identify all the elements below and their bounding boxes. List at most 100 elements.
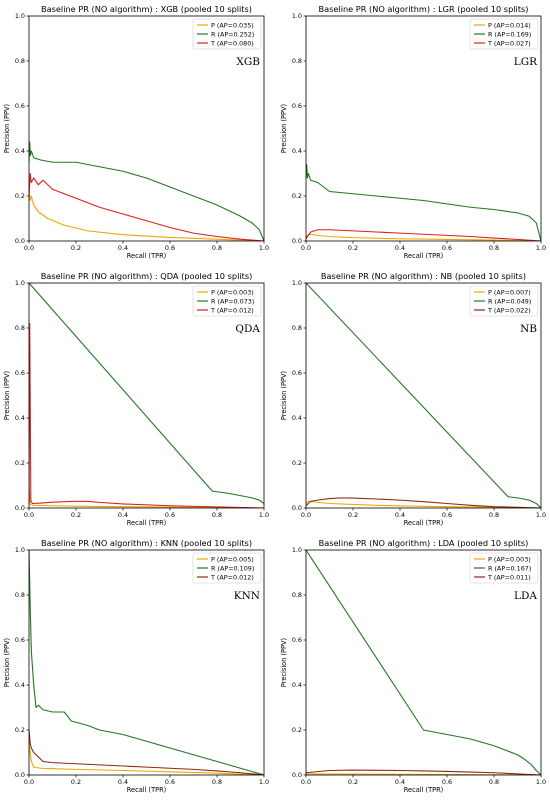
legend-entry: P (AP=0.005) — [211, 555, 254, 563]
y-tick-label: 0.8 — [15, 324, 25, 332]
series-line-r — [29, 283, 264, 504]
legend-entry: P (AP=0.007) — [488, 288, 531, 296]
legend-box — [469, 285, 539, 317]
chart-title: Baseline PR (NO algorithm) : LGR (pooled… — [318, 4, 528, 14]
y-tick-label: 0.4 — [15, 414, 25, 422]
chart-panel-xgb: Baseline PR (NO algorithm) : XGB (pooled… — [3, 4, 269, 260]
x-tick-label: 0.6 — [442, 244, 452, 252]
x-tick-label: 1.0 — [536, 244, 546, 252]
chart-title: Baseline PR (NO algorithm) : NB (pooled … — [321, 271, 526, 281]
y-tick-label: 1.0 — [15, 12, 25, 20]
legend-entry: R (AP=0.167) — [488, 564, 531, 572]
y-tick-label: 0.4 — [292, 147, 302, 155]
legend-entry: R (AP=0.252) — [211, 30, 254, 38]
series-line-r — [306, 283, 541, 508]
x-axis-label: Recall (TPR) — [127, 519, 167, 527]
x-axis-label: Recall (TPR) — [404, 786, 444, 794]
legend-entry: R (AP=0.049) — [488, 297, 531, 305]
series-line-t — [29, 322, 264, 508]
y-tick-label: 0.2 — [292, 192, 302, 200]
chart-panel-nb: Baseline PR (NO algorithm) : NB (pooled … — [280, 271, 546, 527]
legend-entry: T (AP=0.011) — [487, 573, 531, 581]
y-tick-label: 1.0 — [15, 546, 25, 554]
x-tick-label: 0.0 — [24, 778, 34, 786]
axes-frame — [305, 282, 542, 509]
legend-entry: T (AP=0.080) — [210, 39, 254, 47]
y-tick-label: 0.4 — [15, 147, 25, 155]
y-tick-label: 0.2 — [292, 726, 302, 734]
axes-frame — [305, 15, 542, 242]
panel-tag: LGR — [514, 56, 538, 68]
plot-area — [29, 283, 264, 508]
series-line-t — [29, 729, 264, 775]
chart-title: Baseline PR (NO algorithm) : LDA (pooled… — [319, 538, 529, 548]
x-axis-label: Recall (TPR) — [404, 519, 444, 527]
y-tick-label: 0.0 — [292, 237, 302, 245]
x-tick-label: 0.4 — [395, 244, 405, 252]
x-tick-label: 0.8 — [212, 778, 222, 786]
chart-title: Baseline PR (NO algorithm) : KNN (pooled… — [41, 538, 252, 548]
legend-entry: R (AP=0.073) — [211, 297, 254, 305]
x-tick-label: 0.2 — [348, 778, 358, 786]
plot-area — [306, 16, 541, 241]
x-tick-label: 0.4 — [395, 778, 405, 786]
legend: P (AP=0.005)R (AP=0.109)T (AP=0.012) — [192, 552, 262, 584]
legend: P (AP=0.007)R (AP=0.049)T (AP=0.022) — [469, 285, 539, 317]
legend-entry: T (AP=0.027) — [487, 39, 531, 47]
x-tick-label: 0.2 — [71, 244, 81, 252]
series-line-t — [306, 769, 541, 775]
x-tick-label: 0.6 — [165, 511, 175, 519]
y-tick-label: 0.0 — [292, 771, 302, 779]
series-line-p — [306, 233, 541, 241]
axes-frame — [28, 15, 265, 242]
legend-entry: R (AP=0.109) — [211, 564, 254, 572]
y-tick-label: 0.0 — [15, 771, 25, 779]
x-tick-label: 0.8 — [489, 778, 499, 786]
legend-box — [192, 285, 262, 317]
y-axis-label: Precision (PPV) — [3, 104, 11, 153]
legend-box — [469, 18, 539, 50]
x-tick-label: 0.4 — [118, 511, 128, 519]
x-tick-label: 0.0 — [301, 511, 311, 519]
x-axis-label: Recall (TPR) — [404, 252, 444, 260]
series-line-r — [29, 141, 264, 241]
panel-tag: KNN — [234, 590, 260, 602]
y-tick-label: 0.0 — [292, 504, 302, 512]
plot-area — [306, 550, 541, 775]
x-tick-label: 0.4 — [118, 778, 128, 786]
y-tick-label: 0.2 — [15, 192, 25, 200]
y-tick-label: 0.8 — [292, 324, 302, 332]
x-tick-label: 0.6 — [165, 244, 175, 252]
legend: P (AP=0.003)R (AP=0.167)T (AP=0.011) — [469, 552, 539, 584]
legend: P (AP=0.014)R (AP=0.169)T (AP=0.027) — [469, 18, 539, 50]
chart-panel-lda: Baseline PR (NO algorithm) : LDA (pooled… — [280, 538, 546, 794]
x-tick-label: 1.0 — [536, 511, 546, 519]
x-tick-label: 0.6 — [442, 511, 452, 519]
y-tick-label: 0.6 — [15, 636, 25, 644]
series-line-p — [29, 741, 264, 775]
x-tick-label: 0.6 — [442, 778, 452, 786]
x-axis-label: Recall (TPR) — [127, 252, 167, 260]
y-tick-label: 0.0 — [15, 237, 25, 245]
y-axis-label: Precision (PPV) — [280, 371, 288, 420]
x-tick-label: 0.0 — [24, 244, 34, 252]
series-line-r — [29, 550, 264, 775]
legend-entry: P (AP=0.003) — [488, 555, 531, 563]
y-axis-label: Precision (PPV) — [3, 638, 11, 687]
y-tick-label: 0.4 — [292, 681, 302, 689]
series-line-t — [306, 229, 541, 241]
y-tick-label: 0.0 — [15, 504, 25, 512]
y-tick-label: 0.6 — [292, 102, 302, 110]
series-line-r — [306, 550, 541, 775]
y-tick-label: 0.8 — [15, 57, 25, 65]
legend: P (AP=0.035)R (AP=0.252)T (AP=0.080) — [192, 18, 262, 50]
plot-area — [29, 550, 264, 775]
series-line-p — [29, 485, 264, 508]
y-tick-label: 0.8 — [292, 57, 302, 65]
y-tick-label: 0.4 — [15, 681, 25, 689]
x-axis-label: Recall (TPR) — [127, 786, 167, 794]
legend-entry: T (AP=0.012) — [210, 306, 254, 314]
legend-box — [192, 18, 262, 50]
y-tick-label: 0.6 — [292, 369, 302, 377]
panel-tag: NB — [520, 323, 537, 335]
